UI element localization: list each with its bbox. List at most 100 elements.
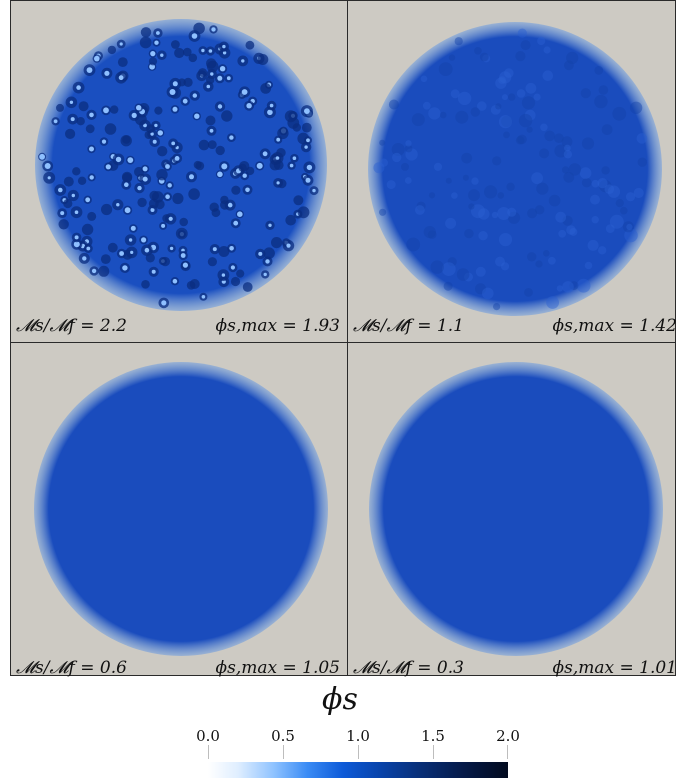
mottle-spot — [504, 68, 514, 78]
mottle-spot — [569, 281, 579, 291]
crystal-spot-ring — [183, 77, 193, 87]
crystal-spot-core — [86, 67, 93, 73]
mottle-spot — [475, 283, 486, 295]
mottle-spot — [491, 211, 499, 219]
mottle-spot — [535, 205, 545, 215]
mottle-spot — [569, 227, 578, 236]
panel-ratio-0-3: 𝓜s/𝓜f = 0.3 ϕs,max = 1.01 — [348, 343, 678, 682]
mottle-spot — [470, 107, 480, 117]
mottle-spot — [601, 166, 610, 175]
mottle-spot — [451, 192, 458, 199]
crystal-spot-ring — [121, 171, 133, 183]
crystal-spot-core — [208, 49, 213, 53]
density-disk-mottled — [368, 22, 662, 316]
crystal-spot-ring — [104, 123, 117, 135]
crystal-spot-ring — [107, 45, 117, 55]
crystal-spot-core — [217, 75, 223, 81]
crystal-spot-core — [161, 300, 167, 306]
mottle-spot — [540, 123, 548, 132]
crystal-spot-ring — [139, 36, 152, 49]
mottle-spot — [607, 185, 621, 198]
mottle-spot — [456, 268, 470, 281]
crystal-spot-ring — [206, 60, 219, 73]
colorbar-tick-mark — [433, 745, 434, 759]
mass-ratio-label: 𝓜s/𝓜f = 0.6 — [16, 658, 127, 678]
colorbar-ticks: 0.0 0.5 1.0 1.5 2.0 — [196, 727, 520, 759]
crystal-spot-core — [161, 223, 166, 228]
mottle-spot — [462, 174, 469, 181]
crystal-spot-core — [312, 188, 316, 193]
colorbar-tick-label: 0.5 — [271, 727, 295, 745]
crystal-spot-core — [131, 112, 137, 118]
crystal-spot-ring — [140, 27, 152, 38]
crystal-spot-ring — [148, 57, 158, 66]
crystal-spot-core — [211, 27, 216, 32]
mottle-spot — [406, 237, 421, 252]
mottle-spot — [525, 82, 537, 94]
mottle-spot — [468, 203, 475, 210]
crystal-spot-ring — [236, 269, 245, 278]
mottle-spot — [625, 192, 636, 202]
crystal-spot-ring — [171, 40, 180, 49]
crystal-spot-core — [292, 156, 297, 160]
mottle-spot — [615, 199, 624, 208]
mottle-spot — [590, 194, 600, 205]
panel-ratio-2-2: 𝓜s/𝓜f = 2.2 ϕs,max = 1.93 — [11, 1, 346, 340]
mottle-spot — [497, 207, 511, 220]
mottle-spot — [468, 189, 480, 202]
crystal-spot-core — [160, 53, 164, 57]
mottle-spot — [581, 137, 595, 150]
mottle-spot — [576, 278, 591, 293]
mottle-spot — [379, 208, 387, 216]
crystal-spot-ring — [293, 195, 304, 206]
mottle-spot — [498, 233, 513, 247]
mottle-spot — [531, 172, 543, 185]
mottle-spot — [503, 131, 510, 139]
mottle-spot — [388, 99, 399, 110]
crystal-spot-core — [122, 265, 128, 271]
crystal-spot-core — [167, 183, 172, 188]
colorbar-tick-label: 1.5 — [421, 727, 445, 745]
mottle-spot — [482, 287, 494, 300]
crystal-spot-ring — [205, 115, 216, 126]
mottle-spot — [566, 51, 579, 64]
crystal-spot-core — [180, 253, 186, 258]
mottle-spot — [391, 143, 405, 156]
mottle-spot — [404, 144, 413, 153]
crystal-spot-core — [151, 269, 156, 274]
crystal-spot-core — [227, 202, 233, 208]
crystal-spot-core — [105, 164, 111, 170]
crystal-spot-core — [154, 40, 159, 45]
mottle-spot — [579, 167, 592, 179]
mottle-spot — [526, 126, 533, 133]
crystal-spot-core — [157, 130, 163, 136]
crystal-spot-ring — [277, 127, 289, 139]
crystal-spot-core — [53, 119, 58, 124]
mottle-spot — [598, 246, 607, 255]
mottle-spot — [527, 208, 538, 219]
crystal-spot-core — [124, 207, 131, 214]
mottle-spot — [515, 136, 525, 145]
mottle-spot — [637, 157, 647, 167]
crystal-spot-core — [127, 157, 134, 164]
crystal-spot-core — [115, 156, 122, 163]
crystal-spot-core — [241, 59, 245, 63]
crystal-spot-ring — [172, 192, 184, 205]
mottle-spot — [524, 109, 536, 121]
crystal-spot-core — [171, 141, 176, 146]
mottle-spot — [420, 75, 428, 83]
mottle-spot — [464, 272, 473, 282]
crystal-spot-core — [165, 164, 170, 169]
crystal-spot-ring — [160, 256, 170, 267]
mottle-spot — [561, 136, 573, 148]
mottle-spot — [478, 231, 488, 241]
crystal-spot-core — [222, 51, 227, 55]
mottle-spot — [533, 93, 541, 101]
crystal-spot-ring — [231, 185, 241, 195]
crystal-spot-core — [276, 137, 281, 142]
crystal-spot-ring — [87, 211, 97, 221]
mottle-spot — [598, 85, 609, 95]
crystal-spot-core — [168, 216, 173, 221]
mottle-spot — [517, 28, 527, 38]
disk-fill — [369, 362, 663, 656]
